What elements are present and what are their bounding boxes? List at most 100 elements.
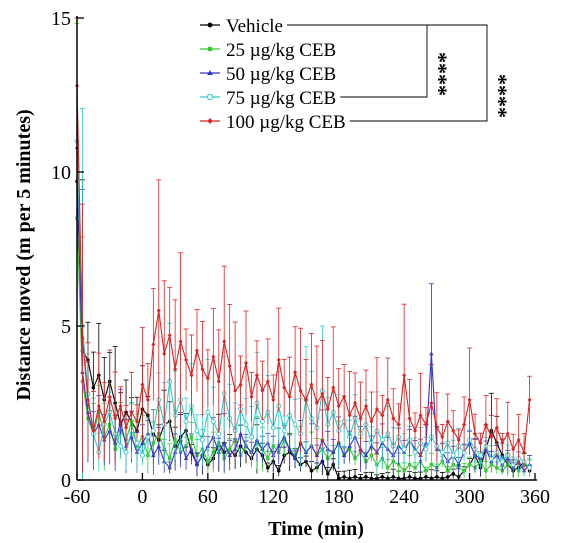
data-point [222, 339, 227, 344]
x-tick-label: 360 [520, 486, 550, 508]
data-point [445, 475, 450, 479]
series-line [76, 85, 531, 455]
y-tick-label: 15 [51, 8, 71, 30]
data-point [500, 440, 505, 446]
data-point [233, 388, 238, 393]
data-point [184, 444, 188, 448]
data-point [484, 469, 488, 473]
legend-entry: 25 µg/kg CEB [200, 40, 336, 61]
data-point [429, 462, 434, 467]
data-point [483, 422, 488, 427]
legend-label: 100 µg/kg CEB [226, 112, 346, 133]
data-point [385, 397, 390, 403]
data-point [156, 308, 161, 313]
data-point [293, 369, 298, 375]
data-point [440, 434, 445, 440]
data-point [505, 431, 510, 437]
data-point [353, 475, 357, 479]
x-tick-label: -60 [64, 486, 91, 508]
legend-label: 25 µg/kg CEB [226, 40, 336, 61]
significance-bracket [286, 24, 428, 98]
data-point [150, 428, 156, 434]
series-line [76, 141, 530, 469]
legend-entry: 75 µg/kg CEB [200, 88, 336, 109]
data-point [194, 428, 200, 434]
data-point [244, 360, 249, 366]
data-point [380, 475, 385, 479]
data-point [134, 419, 139, 424]
data-point [320, 391, 325, 397]
legend-entry: 100 µg/kg CEB [200, 112, 346, 133]
y-tick-label: 0 [61, 470, 71, 492]
data-point [124, 425, 129, 430]
data-point [478, 452, 483, 458]
series-4 [74, 17, 533, 473]
data-point [446, 469, 450, 473]
data-point [445, 419, 450, 424]
data-point [276, 468, 281, 473]
legend: Vehicle 25 µg/kg CEB 50 µg/kg CEB 75 µg/kg … [200, 16, 346, 133]
legend-marker [207, 70, 213, 75]
data-point [216, 379, 221, 384]
data-point [391, 416, 396, 421]
data-point [139, 452, 145, 458]
data-point [527, 397, 532, 403]
data-point [429, 400, 434, 406]
data-point [341, 452, 347, 457]
data-point [222, 440, 227, 445]
data-point [473, 431, 478, 437]
data-point [499, 459, 505, 464]
data-point [227, 363, 232, 369]
data-point [189, 372, 194, 378]
data-point [271, 397, 276, 403]
data-point [342, 475, 346, 479]
data-point [336, 403, 341, 409]
data-point [298, 388, 303, 393]
data-point [401, 446, 407, 452]
data-point [276, 443, 281, 448]
data-point [527, 465, 532, 471]
data-point [456, 437, 461, 443]
data-point [91, 385, 96, 390]
data-point [363, 403, 368, 409]
legend-label: 50 µg/kg CEB [226, 64, 336, 85]
data-point [342, 394, 347, 400]
significance-bracket [349, 24, 488, 122]
data-point [331, 449, 336, 454]
legend-marker [206, 93, 214, 101]
data-point [266, 456, 270, 461]
data-point [80, 336, 85, 341]
data-point [325, 406, 330, 412]
data-point [423, 446, 429, 452]
y-tick-label: 5 [61, 316, 71, 338]
data-point [194, 348, 199, 353]
data-point [424, 469, 428, 473]
x-tick-label: 0 [137, 486, 147, 508]
y-axis-title: Distance moved (m per 5 minutes) [13, 109, 35, 400]
data-point [205, 409, 211, 415]
data-point [266, 465, 270, 470]
data-point [462, 422, 467, 427]
data-point [331, 385, 336, 390]
data-point [511, 446, 516, 452]
x-tick-label: 60 [198, 486, 218, 508]
data-point [292, 422, 298, 428]
data-point [413, 465, 417, 470]
data-point [353, 400, 358, 406]
significance-annotations: **** **** [286, 24, 512, 122]
significance-label: **** [487, 74, 512, 118]
data-point [107, 394, 112, 400]
data-point [451, 428, 456, 434]
data-point [304, 397, 308, 403]
data-point [211, 354, 216, 360]
data-point [194, 462, 200, 467]
data-point [173, 366, 178, 372]
data-point [396, 422, 401, 427]
data-point [494, 425, 499, 430]
data-point [113, 416, 118, 421]
data-point [396, 462, 401, 467]
series-line [76, 147, 530, 472]
data-point [167, 465, 172, 470]
data-point [522, 449, 527, 455]
